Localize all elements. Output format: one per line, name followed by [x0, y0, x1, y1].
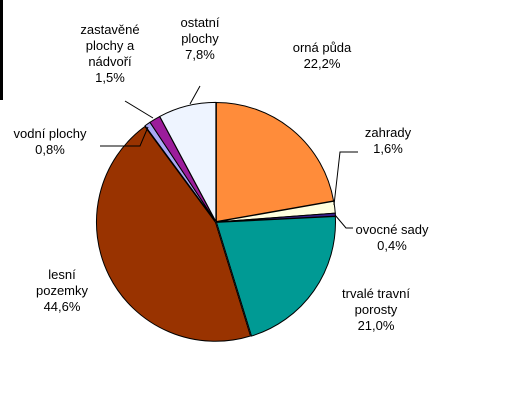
- data-label-category: plochy a: [86, 38, 135, 53]
- pie-slice: [215, 216, 336, 337]
- data-label-category: plochy: [181, 31, 219, 46]
- pie-slice: [96, 125, 252, 342]
- data-label-category: vodní plochy: [14, 126, 87, 141]
- data-label-percent: 21,0%: [358, 318, 395, 333]
- data-label-category: trvalé travní: [342, 286, 410, 301]
- data-label: ovocné sady 0,4%: [356, 222, 429, 253]
- data-label-category: nádvoří: [88, 54, 132, 69]
- data-label-percent: 0,4%: [377, 238, 407, 253]
- data-label: lesní pozemky 44,6%: [36, 267, 89, 314]
- data-label-percent: 7,8%: [185, 47, 215, 62]
- data-label: trvalé travní porosty 21,0%: [342, 286, 410, 333]
- data-label-category: lesní: [48, 267, 76, 282]
- leader-line: [333, 151, 358, 206]
- data-label-category: zahrady: [365, 125, 412, 140]
- data-label-percent: 1,5%: [95, 70, 125, 85]
- data-label-category: porosty: [355, 302, 398, 317]
- data-label-percent: 22,2%: [304, 56, 341, 71]
- data-label: ostatní plochy 7,8%: [180, 15, 219, 62]
- pie-slice: [159, 101, 217, 222]
- data-label: orná půda 22,2%: [293, 40, 352, 71]
- leader-lines: [100, 85, 358, 229]
- leader-line: [124, 100, 154, 119]
- data-label-category: ostatní: [180, 15, 219, 30]
- frame-edge-line: [0, 0, 3, 100]
- data-label-category: ovocné sady: [356, 222, 429, 237]
- data-label-category: orná půda: [293, 40, 352, 55]
- data-label: vodní plochy 0,8%: [14, 126, 87, 157]
- data-label-category: zastavěné: [80, 22, 139, 37]
- data-label-category: pozemky: [36, 283, 89, 298]
- data-label: zahrady 1,6%: [365, 125, 412, 156]
- leader-line: [334, 214, 353, 229]
- pie-slice: [215, 102, 335, 223]
- data-label: zastavěné plochy a nádvoří 1,5%: [80, 22, 139, 85]
- data-label-percent: 0,8%: [35, 142, 65, 157]
- data-labels: orná půda 22,2% zahrady 1,6% ovocné sady 0,4%…: [14, 15, 429, 333]
- leader-line: [189, 85, 201, 105]
- leader-line: [100, 126, 149, 147]
- data-label-percent: 44,6%: [44, 299, 81, 314]
- data-label-percent: 1,6%: [373, 141, 403, 156]
- pie-slices: [96, 101, 336, 342]
